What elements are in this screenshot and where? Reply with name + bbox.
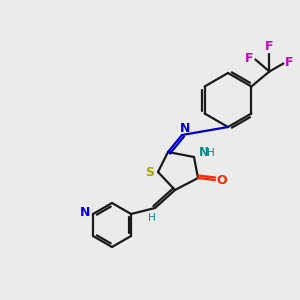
- Text: N: N: [199, 146, 209, 160]
- Text: H: H: [148, 213, 156, 223]
- Text: N: N: [80, 206, 90, 220]
- Text: F: F: [245, 52, 254, 65]
- Text: N: N: [180, 122, 190, 136]
- Text: O: O: [217, 175, 227, 188]
- Text: H: H: [207, 148, 215, 158]
- Text: F: F: [265, 40, 274, 53]
- Text: S: S: [146, 166, 154, 178]
- Text: F: F: [285, 56, 294, 69]
